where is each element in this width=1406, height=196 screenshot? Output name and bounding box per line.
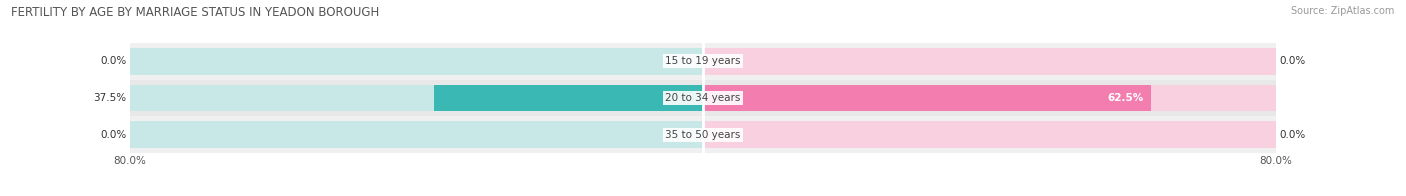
Bar — [131, 116, 1275, 153]
Text: 62.5%: 62.5% — [1107, 93, 1143, 103]
Bar — [703, 121, 1275, 148]
Text: 0.0%: 0.0% — [1279, 56, 1306, 66]
Bar — [703, 85, 1150, 111]
Bar — [703, 85, 1275, 111]
Bar — [131, 80, 1275, 116]
Text: 37.5%: 37.5% — [93, 93, 127, 103]
Text: 35 to 50 years: 35 to 50 years — [665, 130, 741, 140]
Text: 20 to 34 years: 20 to 34 years — [665, 93, 741, 103]
Bar — [131, 43, 1275, 80]
Text: 0.0%: 0.0% — [1279, 130, 1306, 140]
Text: 0.0%: 0.0% — [100, 130, 127, 140]
Text: 15 to 19 years: 15 to 19 years — [665, 56, 741, 66]
Bar — [434, 85, 703, 111]
Bar — [131, 85, 703, 111]
Bar — [131, 121, 703, 148]
Text: Source: ZipAtlas.com: Source: ZipAtlas.com — [1291, 6, 1395, 16]
Text: 0.0%: 0.0% — [100, 56, 127, 66]
Bar — [703, 48, 1275, 75]
Bar — [131, 48, 703, 75]
Text: FERTILITY BY AGE BY MARRIAGE STATUS IN YEADON BOROUGH: FERTILITY BY AGE BY MARRIAGE STATUS IN Y… — [11, 6, 380, 19]
